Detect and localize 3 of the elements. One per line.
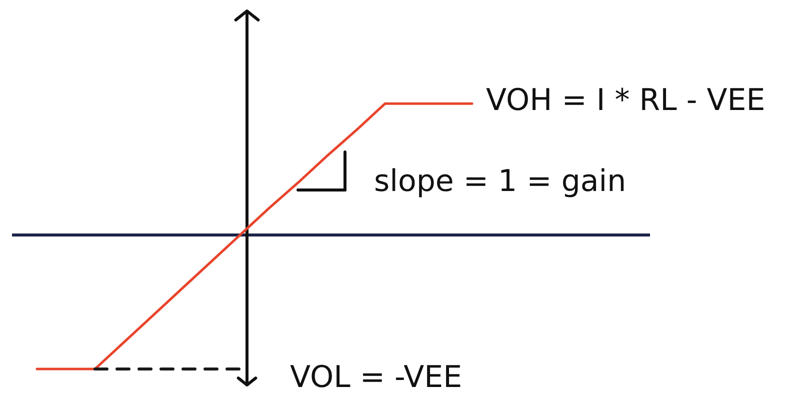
annotation: slope = 1 = gain	[374, 164, 626, 199]
annotation: VOL = -VEE	[290, 360, 462, 395]
annotation: VOH = I * RL - VEE	[486, 83, 766, 118]
